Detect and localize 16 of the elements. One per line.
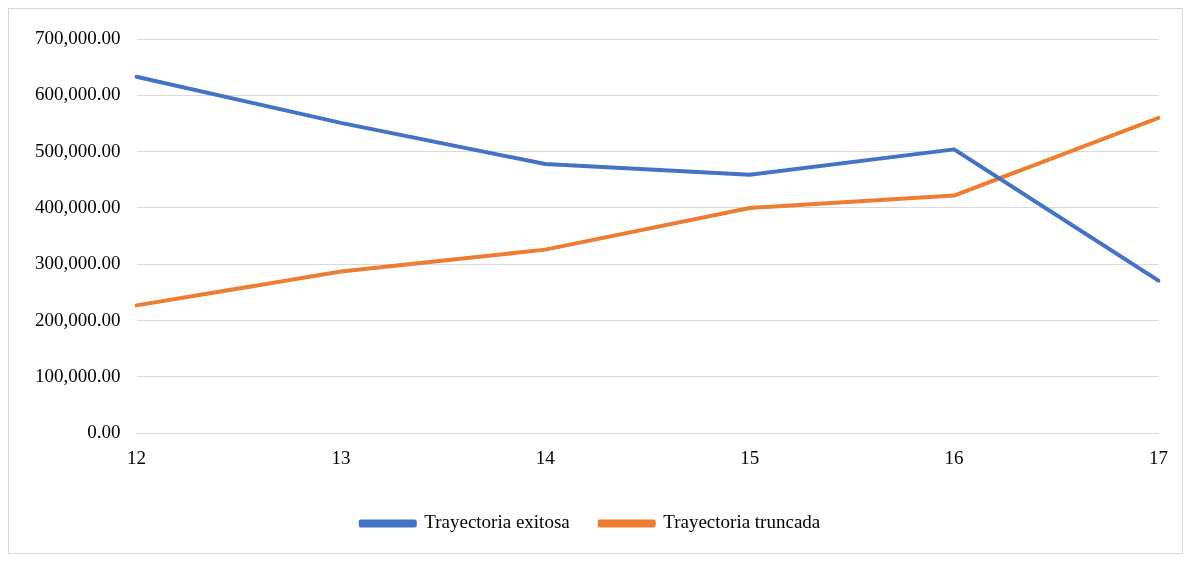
legend-label: Trayectoria exitosa	[424, 511, 571, 533]
x-tick-label: 12	[127, 446, 146, 468]
x-tick-label: 14	[535, 446, 556, 468]
y-tick-label: 600,000.00	[35, 83, 121, 105]
y-tick-label: 200,000.00	[35, 308, 121, 330]
y-tick-label: 500,000.00	[35, 139, 121, 161]
y-tick-label: 100,000.00	[35, 364, 121, 386]
x-tick-label: 13	[331, 446, 351, 468]
y-tick-label: 700,000.00	[35, 26, 121, 48]
y-tick-label: 300,000.00	[35, 252, 121, 274]
legend-label: Trayectoria truncada	[663, 511, 821, 533]
x-tick-label: 16	[944, 446, 964, 468]
y-tick-label: 0.00	[87, 421, 121, 443]
y-tick-label: 400,000.00	[35, 195, 121, 217]
x-tick-label: 15	[740, 446, 760, 468]
x-tick-label: 17	[1149, 446, 1168, 468]
